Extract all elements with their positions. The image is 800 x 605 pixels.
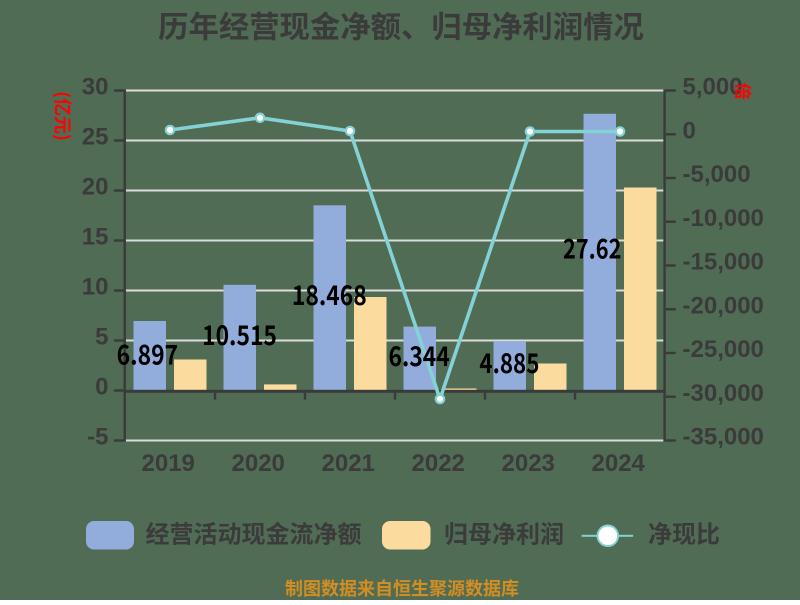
svg-text:-5,000: -5,000 [683,161,751,188]
svg-text:-10,000: -10,000 [683,205,764,232]
svg-text:5: 5 [95,324,108,351]
svg-text:5,000: 5,000 [683,74,743,101]
svg-text:6.344: 6.344 [388,334,449,374]
svg-text:0: 0 [95,374,108,401]
svg-text:倍: 倍 [731,83,756,100]
svg-text:15: 15 [82,224,109,251]
svg-text:2021: 2021 [322,450,375,477]
svg-text:-15,000: -15,000 [683,249,764,276]
svg-text:-35,000: -35,000 [683,424,764,451]
svg-text:18.468: 18.468 [292,273,367,313]
svg-text:归母净利润: 归母净利润 [444,515,564,550]
svg-text:20: 20 [82,174,109,201]
svg-text:历年经营现金净额、归母净利润情况: 历年经营现金净额、归母净利润情况 [158,3,644,47]
svg-text:净现比: 净现比 [648,515,720,550]
svg-text:2020: 2020 [232,450,285,477]
svg-text:-20,000: -20,000 [683,292,764,319]
svg-text:经营活动现金流净额: 经营活动现金流净额 [146,515,362,550]
svg-text:-5: -5 [87,424,108,451]
svg-text:2024: 2024 [592,450,646,477]
svg-text:4.885: 4.885 [479,341,539,381]
svg-text:(亿元): (亿元) [50,91,76,141]
svg-text:-25,000: -25,000 [683,336,764,363]
svg-text:0: 0 [683,117,696,144]
svg-text:-30,000: -30,000 [683,380,764,407]
svg-text:2023: 2023 [502,450,555,477]
svg-text:2019: 2019 [142,450,195,477]
svg-text:25: 25 [82,124,109,151]
svg-text:2022: 2022 [412,450,465,477]
svg-text:27.62: 27.62 [563,227,622,267]
svg-text:30: 30 [82,74,109,101]
svg-text:10.515: 10.515 [202,313,277,353]
svg-text:10: 10 [82,274,109,301]
svg-text:制图数据来自恒生聚源数据库: 制图数据来自恒生聚源数据库 [285,575,519,600]
svg-text:6.897: 6.897 [117,332,179,372]
